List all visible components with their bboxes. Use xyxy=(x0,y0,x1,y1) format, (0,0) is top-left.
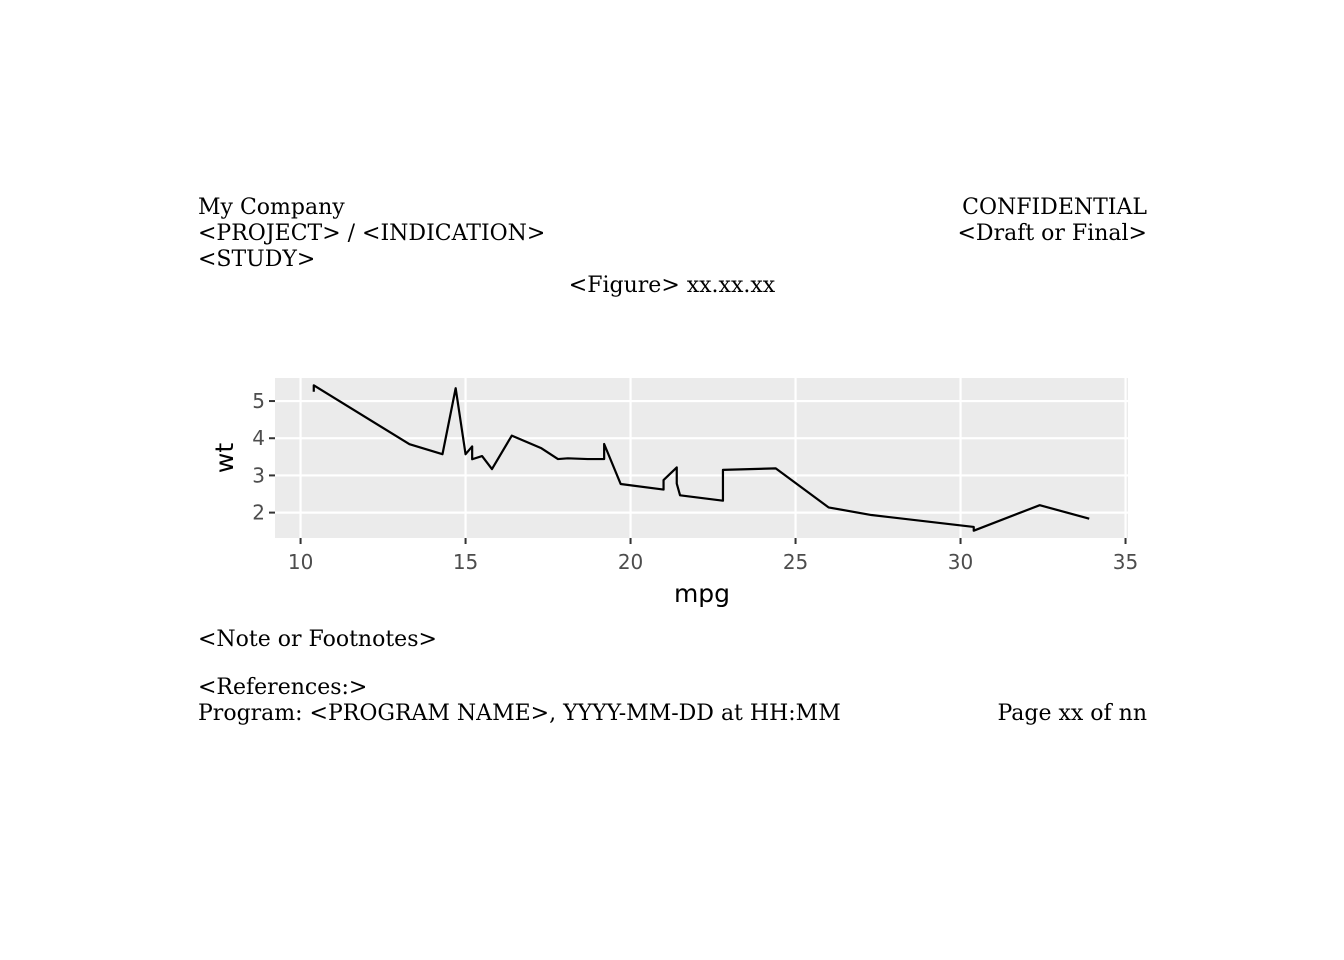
y-tick-label: 3 xyxy=(252,463,265,487)
figure-title: <Figure> xx.xx.xx xyxy=(569,273,776,298)
company: My Company xyxy=(198,195,345,220)
x-tick-label: 25 xyxy=(783,550,808,574)
y-tick-label: 5 xyxy=(252,389,265,413)
y-axis-title: wt xyxy=(210,443,239,473)
y-tick-label: 4 xyxy=(252,426,265,450)
y-tick-label: 2 xyxy=(252,501,265,525)
study: <STUDY> xyxy=(198,247,315,272)
note: <Note or Footnotes> xyxy=(198,627,437,652)
panel xyxy=(275,378,1128,538)
x-tick-label: 30 xyxy=(948,550,973,574)
program: Program: <PROGRAM NAME>, YYYY-MM-DD at H… xyxy=(198,701,841,726)
data-line xyxy=(312,384,1090,532)
x-tick-label: 15 xyxy=(453,550,478,574)
page-number: Page xx of nn xyxy=(997,701,1147,726)
x-tick-label: 10 xyxy=(288,550,313,574)
x-axis-title: mpg xyxy=(674,579,730,608)
project: <PROJECT> / <INDICATION> xyxy=(198,221,545,246)
status: <Draft or Final> xyxy=(958,221,1148,246)
x-tick-label: 20 xyxy=(618,550,643,574)
confidential: CONFIDENTIAL xyxy=(962,195,1147,220)
references: <References:> xyxy=(198,675,367,700)
x-tick-label: 35 xyxy=(1113,550,1138,574)
chart: 2 3 4 5 10 15 20 25 30 35 xyxy=(252,378,1138,574)
